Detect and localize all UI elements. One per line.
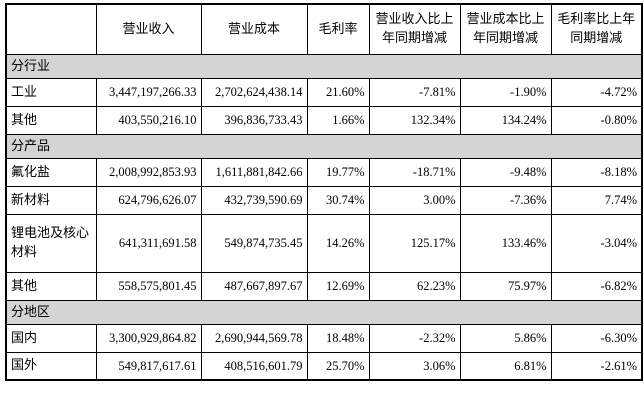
table-row: 国内 3,300,929,864.82 2,690,944,569.78 18.… [5, 323, 643, 353]
row-label: 其他 [5, 271, 97, 301]
table-row: 其他 558,575,801.45 487,667,897.67 12.69% … [5, 271, 643, 301]
header-gross-margin: 毛利率 [306, 3, 370, 55]
cell-operating-cost: 2,702,624,438.14 [200, 77, 308, 107]
row-label: 国内 [5, 323, 97, 353]
cell-revenue-yoy: -2.32% [368, 323, 461, 353]
cell-operating-revenue: 3,447,197,266.33 [95, 77, 202, 107]
section-row-by-industry: 分行业 [5, 53, 643, 79]
cell-gross-margin: 19.77% [306, 157, 370, 187]
row-label: 氟化盐 [5, 157, 97, 187]
section-row-by-region: 分地区 [5, 299, 643, 325]
row-label: 工业 [5, 77, 97, 107]
cell-gross-margin: 21.60% [306, 77, 370, 107]
cell-operating-cost: 432,739,590.69 [200, 185, 308, 215]
cell-operating-revenue: 403,550,216.10 [95, 105, 202, 135]
cell-revenue-yoy: -7.81% [368, 77, 461, 107]
cell-margin-yoy: -4.72% [550, 77, 643, 107]
row-label: 其他 [5, 105, 97, 135]
cell-revenue-yoy: 3.06% [368, 351, 461, 381]
cell-gross-margin: 18.48% [306, 323, 370, 353]
cell-cost-yoy: -9.48% [459, 157, 552, 187]
cell-gross-margin: 30.74% [306, 185, 370, 215]
table-row: 氟化盐 2,008,992,853.93 1,611,881,842.66 19… [5, 157, 643, 187]
section-title: 分地区 [5, 299, 643, 325]
header-row: 营业收入 营业成本 毛利率 营业收入比上年同期增减 营业成本比上年同期增减 毛利… [5, 3, 643, 55]
cell-cost-yoy: -1.90% [459, 77, 552, 107]
cell-margin-yoy: -3.04% [550, 213, 643, 273]
cell-margin-yoy: -2.61% [550, 351, 643, 381]
cell-operating-cost: 1,611,881,842.66 [200, 157, 308, 187]
cell-margin-yoy: 7.74% [550, 185, 643, 215]
cell-operating-cost: 408,516,601.79 [200, 351, 308, 381]
cell-gross-margin: 1.66% [306, 105, 370, 135]
row-label: 新材料 [5, 185, 97, 215]
section-title: 分产品 [5, 133, 643, 159]
header-operating-cost: 营业成本 [200, 3, 308, 55]
cell-operating-revenue: 558,575,801.45 [95, 271, 202, 301]
cell-cost-yoy: -7.36% [459, 185, 552, 215]
cell-gross-margin: 12.69% [306, 271, 370, 301]
cell-gross-margin: 25.70% [306, 351, 370, 381]
table-row: 锂电池及核心材料 641,311,691.58 549,874,735.45 1… [5, 213, 643, 273]
cell-operating-revenue: 641,311,691.58 [95, 213, 202, 273]
cell-revenue-yoy: 125.17% [368, 213, 461, 273]
cell-revenue-yoy: 3.00% [368, 185, 461, 215]
cell-cost-yoy: 6.81% [459, 351, 552, 381]
cell-operating-revenue: 2,008,992,853.93 [95, 157, 202, 187]
cell-revenue-yoy: 62.23% [368, 271, 461, 301]
cell-operating-cost: 487,667,897.67 [200, 271, 308, 301]
section-row-by-product: 分产品 [5, 133, 643, 159]
cell-margin-yoy: -0.80% [550, 105, 643, 135]
cell-operating-revenue: 549,817,617.61 [95, 351, 202, 381]
header-cost-yoy: 营业成本比上年同期增减 [459, 3, 552, 55]
header-operating-revenue: 营业收入 [95, 3, 202, 55]
table-row: 国外 549,817,617.61 408,516,601.79 25.70% … [5, 351, 643, 381]
cell-margin-yoy: -6.30% [550, 323, 643, 353]
cell-revenue-yoy: -18.71% [368, 157, 461, 187]
cell-cost-yoy: 75.97% [459, 271, 552, 301]
row-label: 锂电池及核心材料 [5, 213, 97, 273]
cell-cost-yoy: 134.24% [459, 105, 552, 135]
cell-margin-yoy: -8.18% [550, 157, 643, 187]
table-row: 新材料 624,796,626.07 432,739,590.69 30.74%… [5, 185, 643, 215]
cell-gross-margin: 14.26% [306, 213, 370, 273]
row-label: 国外 [5, 351, 97, 381]
segment-financials-table: 营业收入 营业成本 毛利率 营业收入比上年同期增减 营业成本比上年同期增减 毛利… [5, 3, 643, 381]
cell-operating-revenue: 624,796,626.07 [95, 185, 202, 215]
cell-operating-cost: 549,874,735.45 [200, 213, 308, 273]
cell-cost-yoy: 133.46% [459, 213, 552, 273]
table-row: 其他 403,550,216.10 396,836,733.43 1.66% 1… [5, 105, 643, 135]
cell-operating-cost: 396,836,733.43 [200, 105, 308, 135]
section-title: 分行业 [5, 53, 643, 79]
header-margin-yoy: 毛利率比上年同期增减 [550, 3, 643, 55]
cell-revenue-yoy: 132.34% [368, 105, 461, 135]
cell-operating-cost: 2,690,944,569.78 [200, 323, 308, 353]
table-row: 工业 3,447,197,266.33 2,702,624,438.14 21.… [5, 77, 643, 107]
header-revenue-yoy: 营业收入比上年同期增减 [368, 3, 461, 55]
cell-cost-yoy: 5.86% [459, 323, 552, 353]
header-blank [5, 3, 97, 55]
cell-operating-revenue: 3,300,929,864.82 [95, 323, 202, 353]
cell-margin-yoy: -6.82% [550, 271, 643, 301]
